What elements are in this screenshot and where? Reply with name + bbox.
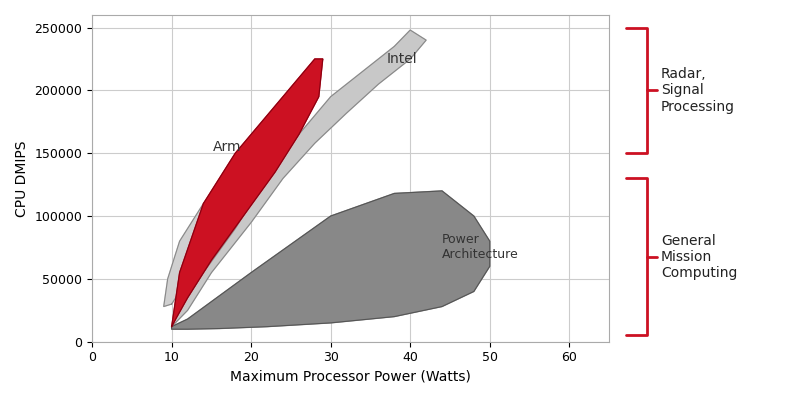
Polygon shape bbox=[172, 191, 490, 329]
Text: Radar,
Signal
Processing: Radar, Signal Processing bbox=[661, 67, 735, 114]
Y-axis label: CPU DMIPS: CPU DMIPS bbox=[15, 140, 29, 217]
Text: Power
Architecture: Power Architecture bbox=[442, 233, 518, 261]
Text: Intel: Intel bbox=[386, 52, 417, 66]
Polygon shape bbox=[164, 59, 322, 306]
Text: Arm: Arm bbox=[213, 140, 242, 154]
X-axis label: Maximum Processor Power (Watts): Maximum Processor Power (Watts) bbox=[230, 370, 471, 384]
Polygon shape bbox=[172, 30, 426, 327]
Text: General
Mission
Computing: General Mission Computing bbox=[661, 234, 738, 280]
Polygon shape bbox=[172, 59, 322, 327]
